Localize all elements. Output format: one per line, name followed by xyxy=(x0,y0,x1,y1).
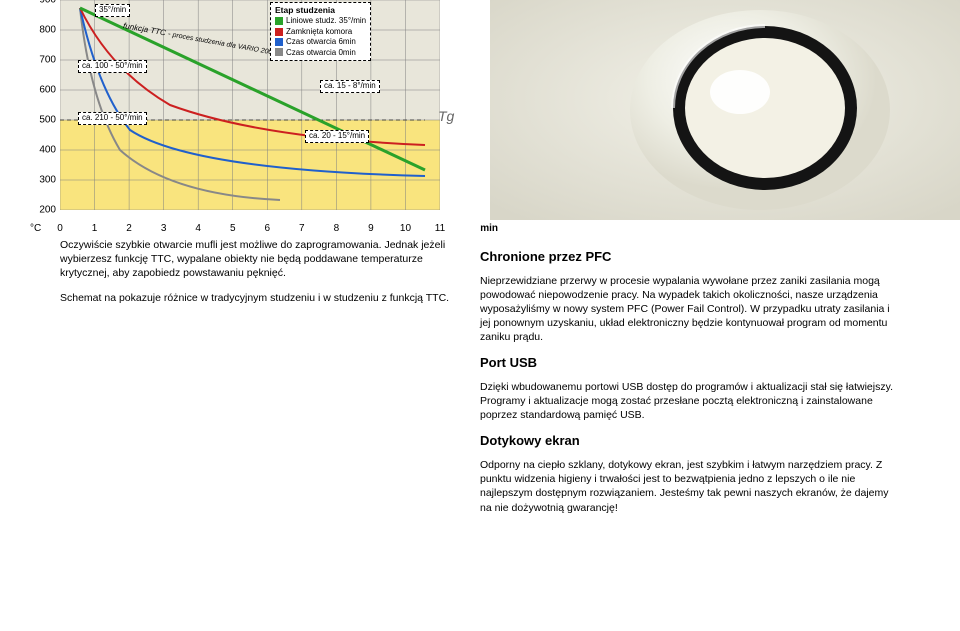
x-tick: 6 xyxy=(257,223,277,234)
product-photo xyxy=(490,0,960,220)
y-tick: 800 xyxy=(30,25,56,36)
legend-title: Etap studzenia xyxy=(275,5,335,15)
ann-15-8: ca. 15 - 8°/min xyxy=(320,80,380,93)
y-tick: 400 xyxy=(30,145,56,156)
y-unit: °C xyxy=(30,223,41,234)
heading-touch: Dotykowy ekran xyxy=(480,432,900,450)
legend-item: Czas otwarcia 0min xyxy=(275,48,366,58)
x-tick: 9 xyxy=(361,223,381,234)
heading-usb: Port USB xyxy=(480,354,900,372)
chart-legend: Etap studzenia Liniowe studz. 35°/minZam… xyxy=(270,2,371,61)
legend-item: Zamknięta komora xyxy=(275,27,366,37)
legend-item: Liniowe studz. 35°/min xyxy=(275,16,366,26)
cooling-chart: 900800700600500400300200 01234567891011 … xyxy=(60,0,490,220)
ann-100-50: ca. 100 - 50°/min xyxy=(78,60,147,73)
para-5: Odporny na ciepło szklany, dotykowy ekra… xyxy=(480,458,900,515)
right-column: Chronione przez PFC Nieprzewidziane prze… xyxy=(480,238,900,525)
para-1: Oczywiście szybkie otwarcie mufli jest m… xyxy=(60,238,450,281)
x-tick: 5 xyxy=(223,223,243,234)
y-tick: 900 xyxy=(30,0,56,6)
x-tick: 2 xyxy=(119,223,139,234)
para-3: Nieprzewidziane przerwy w procesie wypal… xyxy=(480,274,900,345)
y-tick: 200 xyxy=(30,205,56,216)
y-tick: 500 xyxy=(30,115,56,126)
x-tick: 10 xyxy=(395,223,415,234)
ann-tg: Tg xyxy=(438,108,454,124)
para-2: Schemat na pokazuje różnice w tradycyjny… xyxy=(60,291,450,305)
x-unit: min xyxy=(480,223,498,234)
x-tick: 1 xyxy=(85,223,105,234)
left-column: Oczywiście szybkie otwarcie mufli jest m… xyxy=(60,238,450,525)
x-tick: 4 xyxy=(188,223,208,234)
x-tick: 3 xyxy=(154,223,174,234)
ann-210-50: ca. 210 - 50°/min xyxy=(78,112,147,125)
ann-20-15: ca. 20 - 15°/min xyxy=(305,130,369,143)
para-4: Dzięki wbudowanemu portowi USB dostęp do… xyxy=(480,380,900,423)
y-tick: 300 xyxy=(30,175,56,186)
x-tick: 11 xyxy=(430,223,450,234)
x-tick: 0 xyxy=(50,223,70,234)
x-tick: 7 xyxy=(292,223,312,234)
legend-item: Czas otwarcia 6min xyxy=(275,37,366,47)
y-tick: 600 xyxy=(30,85,56,96)
y-tick: 700 xyxy=(30,55,56,66)
heading-pfc: Chronione przez PFC xyxy=(480,248,900,266)
ann-35: 35°/min xyxy=(95,4,130,17)
x-tick: 8 xyxy=(326,223,346,234)
